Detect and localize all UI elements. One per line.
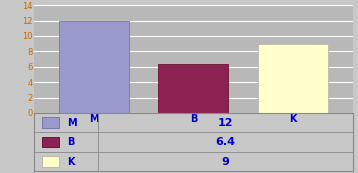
Bar — [42, 117, 59, 128]
Text: M: M — [67, 118, 77, 128]
Text: 6.4: 6.4 — [215, 137, 235, 147]
Bar — [42, 137, 59, 147]
Bar — [258, 44, 328, 113]
Text: B: B — [67, 137, 75, 147]
Text: K: K — [67, 157, 75, 167]
Bar — [42, 156, 59, 167]
Text: 9: 9 — [221, 157, 229, 167]
Bar — [159, 64, 228, 113]
Text: 12: 12 — [217, 118, 233, 128]
Bar — [59, 21, 129, 113]
